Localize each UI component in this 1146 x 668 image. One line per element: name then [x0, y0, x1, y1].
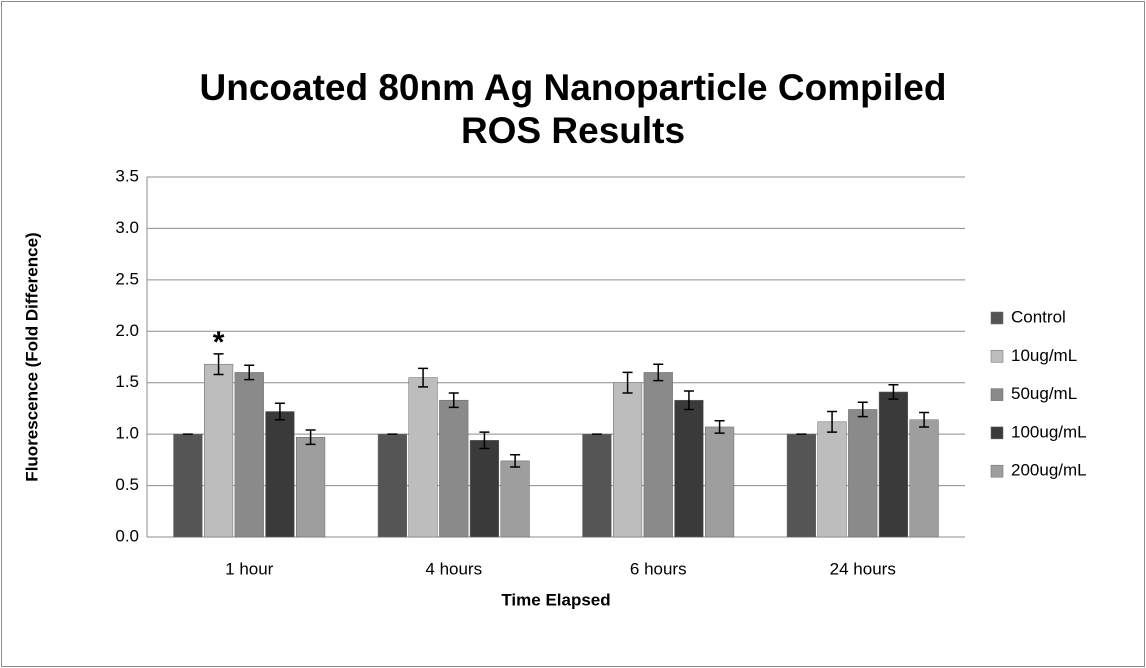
x-tick-label: 1 hour: [225, 559, 274, 578]
error-bar: [888, 384, 899, 400]
bar: [817, 421, 847, 538]
y-tick-label: 3.5: [115, 166, 139, 185]
bar: [786, 433, 816, 538]
error-bar: [510, 453, 521, 468]
legend-label: 200ug/mL: [1011, 461, 1087, 480]
error-bar: [213, 353, 224, 376]
bar: [612, 382, 643, 538]
legend-label: 50ug/mL: [1011, 384, 1077, 403]
y-tick-label: 1.5: [115, 372, 139, 391]
legend-label: Control: [1011, 307, 1066, 326]
y-tick-label: 0.0: [115, 526, 139, 545]
bar: [439, 399, 469, 538]
error-bar: [479, 431, 490, 450]
bar: [909, 419, 939, 538]
chart-title: Uncoated 80nm Ag Nanoparticle Compiled R…: [199, 67, 947, 151]
y-tick-label: 0.5: [115, 475, 139, 494]
legend-label: 100ug/mL: [1011, 422, 1087, 441]
legend-swatch: [990, 388, 1004, 401]
error-bar: [653, 363, 664, 382]
bar: [674, 399, 704, 538]
x-tick-label: 6 hours: [630, 559, 687, 578]
error-bar: [919, 411, 930, 428]
bar: [234, 372, 264, 538]
bar: [173, 433, 203, 538]
bar: [296, 436, 326, 538]
bar: [705, 426, 735, 538]
error-bar: [244, 364, 255, 381]
legend-swatch: [990, 464, 1004, 478]
error-bar: [714, 420, 725, 434]
annotation: *: [213, 326, 225, 359]
bar: [408, 377, 438, 538]
y-tick-label: 2.0: [115, 321, 139, 340]
error-bar: [622, 371, 633, 394]
bar: [878, 391, 909, 538]
bar: [500, 460, 530, 538]
legend-swatch: [990, 350, 1004, 363]
x-tick-label: 4 hours: [425, 559, 482, 578]
error-bar: [418, 367, 429, 388]
bar: [203, 363, 234, 538]
error-bar: [857, 401, 868, 418]
y-axis-label: Fluorescence (Fold Difference): [22, 232, 41, 481]
error-bar: [274, 402, 285, 421]
error-bar: [305, 429, 316, 446]
bar: [265, 411, 295, 538]
error-bar: [827, 410, 838, 433]
x-tick-label: 24 hours: [830, 559, 896, 578]
error-bar: [683, 390, 694, 411]
bar: [848, 409, 878, 538]
y-tick-label: 3.0: [115, 218, 139, 237]
x-axis-label: Time Elapsed: [501, 590, 610, 609]
legend-label: 10ug/mL: [1011, 346, 1077, 365]
y-tick-label: 2.5: [115, 269, 139, 288]
bar: [469, 440, 500, 538]
y-tick-label: 1.0: [115, 424, 139, 443]
bar: [643, 372, 673, 538]
legend-swatch: [990, 426, 1004, 440]
legend-swatch: [990, 311, 1004, 325]
bar: [582, 433, 612, 538]
error-bar: [448, 392, 459, 409]
bar: [377, 433, 407, 538]
